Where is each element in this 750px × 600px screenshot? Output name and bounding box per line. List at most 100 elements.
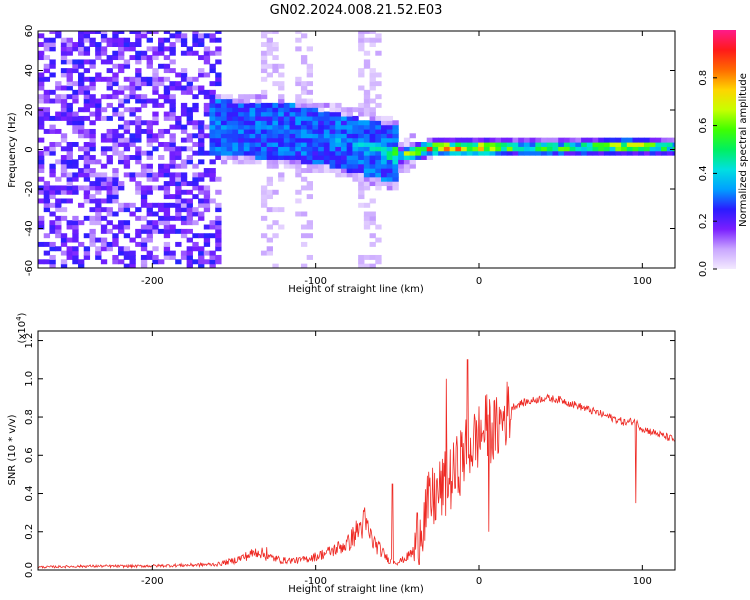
heatmap-cell (449, 141, 456, 147)
heatmap-cell (152, 146, 159, 152)
heatmap-cell (72, 98, 79, 104)
heatmap-cell (215, 246, 222, 252)
heatmap-cell (135, 76, 142, 82)
heatmap-cell (152, 246, 159, 252)
heatmap-cell (346, 128, 354, 134)
heatmap-cell (323, 141, 331, 147)
heatmap-cell (66, 185, 73, 191)
heatmap-cell (49, 146, 56, 152)
heatmap-cell (152, 172, 159, 178)
heatmap-cell (215, 81, 222, 87)
heatmap-cell (209, 159, 216, 165)
heatmap-cell (272, 155, 279, 160)
heatmap-cell (66, 42, 73, 48)
heatmap-cell (38, 55, 45, 61)
heatmap-cell (72, 46, 79, 52)
heatmap-cell (163, 55, 171, 61)
heatmap-cell (232, 159, 239, 165)
heatmap-cell (358, 159, 365, 165)
heatmap-cell (295, 37, 302, 43)
heatmap-cell (192, 37, 199, 43)
heatmap-cell (89, 181, 96, 187)
heatmap-cell (100, 176, 108, 182)
heatmap-cell (78, 220, 85, 226)
heatmap-cell (255, 137, 262, 143)
heatmap-cell (180, 33, 188, 39)
heatmap-cell (78, 241, 85, 247)
heatmap-cell (123, 233, 131, 239)
heatmap-cell (83, 215, 91, 221)
heatmap-cell (243, 137, 251, 143)
heatmap-cell (60, 55, 68, 61)
heatmap-cell (295, 128, 302, 134)
heatmap-cell (323, 128, 331, 134)
heatmap-cell (363, 215, 371, 221)
heatmap-cell (83, 185, 91, 191)
heatmap-cell (215, 94, 222, 100)
heatmap-cell (60, 233, 68, 239)
heatmap-cell (318, 107, 325, 113)
heatmap-cell (369, 133, 376, 139)
heatmap-cell (243, 128, 251, 134)
heatmap-cell (546, 137, 554, 143)
heatmap-cell (232, 107, 239, 113)
heatmap-cell (129, 120, 136, 126)
heatmap-cell (78, 128, 85, 134)
heatmap-cell (43, 198, 51, 204)
heatmap-cell (163, 68, 171, 74)
heatmap-cell (278, 137, 285, 143)
heatmap-cell (198, 215, 205, 221)
heatmap-cell (295, 189, 302, 195)
heatmap-cell (306, 81, 313, 87)
heatmap-cell (55, 81, 62, 87)
heatmap-cell (83, 89, 91, 95)
heatmap-cell (192, 94, 199, 100)
heatmap-cell (43, 259, 51, 265)
heatmap-cell (203, 55, 211, 61)
heatmap-cell (415, 146, 422, 152)
heatmap-cell (198, 185, 205, 191)
heatmap-cell (461, 146, 468, 152)
figure-title: GN02.2024.008.21.52.E03 (270, 3, 443, 18)
heatmap-cell (306, 107, 313, 113)
heatmap-cell (260, 42, 268, 48)
heatmap-cell (100, 228, 108, 234)
heatmap-cell (272, 141, 279, 147)
heatmap-cell (60, 263, 68, 268)
heatmap-cell (83, 176, 91, 182)
heatmap-cell (232, 111, 239, 117)
heatmap-cell (398, 141, 405, 147)
heatmap-cell (175, 241, 182, 247)
heatmap-cell (95, 211, 102, 217)
heatmap-cell (112, 31, 119, 34)
heatmap-cell (60, 107, 68, 113)
heatmap-cell (363, 94, 371, 100)
heatmap-cell (135, 228, 142, 234)
heatmap-cell (335, 111, 342, 117)
heatmap-cell (100, 133, 108, 139)
heatmap-cell (209, 172, 216, 178)
heatmap-cell (255, 115, 262, 121)
heatmap-cell (363, 185, 371, 191)
heatmap-cell (152, 185, 159, 191)
heatmap-cell (489, 141, 496, 147)
bottom-y-axis-label: SNR (10 * v/v) (7, 414, 18, 485)
heatmap-cell (300, 55, 308, 61)
heatmap-cell (198, 202, 205, 208)
heatmap-cell (203, 89, 211, 95)
heatmap-cell (66, 111, 73, 117)
heatmap-cell (306, 163, 313, 169)
heatmap-cell (140, 215, 148, 221)
heatmap-cell (203, 224, 211, 230)
heatmap-cell (358, 72, 365, 78)
heatmap-cell (209, 50, 216, 56)
heatmap-cell (238, 128, 245, 134)
heatmap-cell (563, 146, 571, 152)
heatmap-cell (340, 168, 348, 174)
heatmap-cell (392, 172, 399, 178)
heatmap-cell (89, 228, 96, 234)
heatmap-cell (186, 155, 193, 160)
heatmap-cell (586, 146, 594, 152)
heatmap-cell (192, 31, 199, 34)
